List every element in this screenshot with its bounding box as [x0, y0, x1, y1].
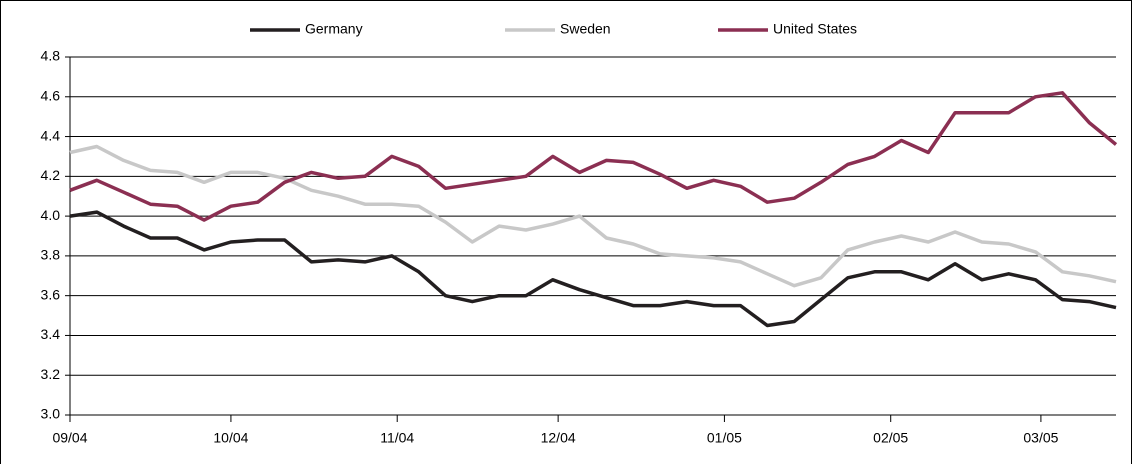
x-tick-label: 03/05	[1023, 430, 1058, 446]
y-tick-label: 3.0	[41, 406, 61, 422]
y-tick-label: 4.8	[41, 48, 61, 64]
y-tick-label: 4.6	[41, 87, 61, 103]
y-tick-label: 4.4	[41, 127, 61, 143]
x-tick-label: 11/04	[380, 430, 414, 446]
x-tick-label: 01/05	[707, 430, 742, 446]
y-tick-label: 3.4	[41, 326, 61, 342]
legend-label: Sweden	[560, 21, 611, 37]
y-tick-label: 3.2	[41, 366, 61, 382]
y-tick-label: 3.6	[41, 286, 61, 302]
x-tick-label: 09/04	[52, 430, 87, 446]
y-tick-label: 3.8	[41, 247, 61, 263]
series-line	[69, 91, 1118, 222]
x-tick-label: 12/04	[541, 430, 576, 446]
legend-label: United States	[773, 21, 857, 37]
x-tick-label: 02/05	[873, 430, 908, 446]
legend-label: Germany	[305, 21, 363, 37]
series-line	[69, 144, 1117, 288]
y-tick-label: 4.0	[41, 207, 61, 223]
x-tick-label: 10/04	[213, 430, 248, 446]
y-tick-label: 4.2	[41, 167, 61, 183]
series-line	[69, 210, 1117, 328]
